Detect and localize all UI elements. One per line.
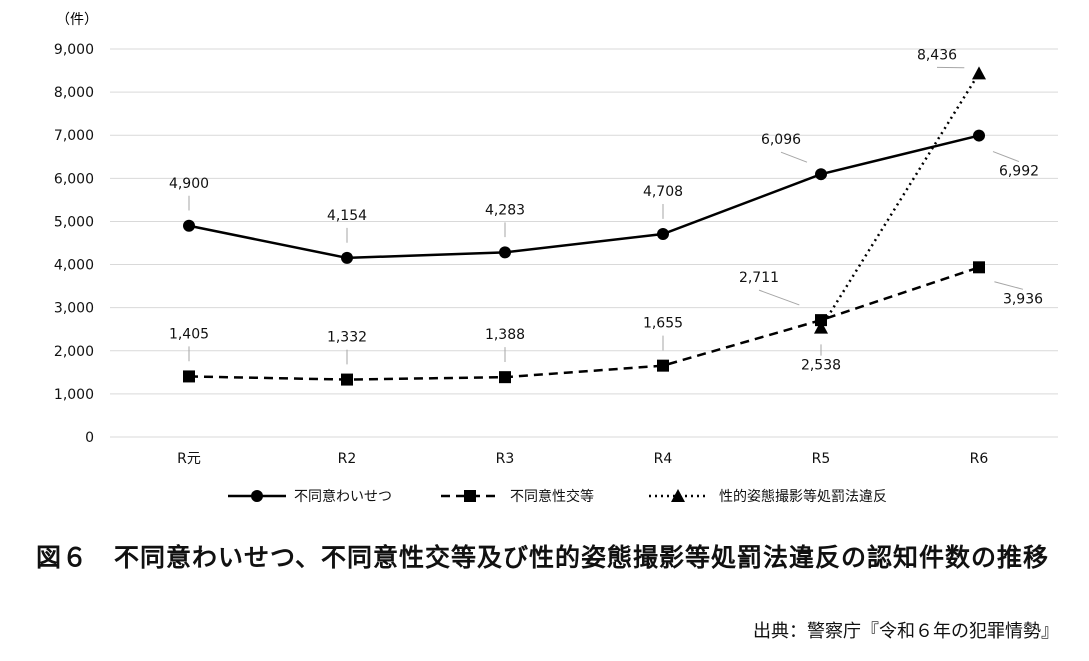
legend: 不同意わいせつ 不同意性交等 性的姿態撮影等処罰法違反: [228, 488, 887, 505]
circle-marker: [815, 168, 827, 181]
source-note: 出典：警察庁『令和６年の犯罪情勢』: [753, 621, 1059, 642]
x-tick-label: R6: [970, 451, 989, 467]
circle-marker: [657, 228, 669, 241]
data-label: 1,332: [327, 330, 367, 346]
label-leader: [780, 151, 808, 163]
data-label: 4,900: [169, 176, 209, 192]
square-marker: [183, 370, 195, 383]
data-label: 4,708: [643, 184, 683, 200]
data-label: 2,711: [739, 270, 779, 286]
data-labels: 4,900 4,154 4,283 4,708 6,096 6,992 1,405 1,332…: [169, 47, 1043, 373]
series-line: [188, 266, 980, 381]
data-label: 8,436: [917, 47, 957, 63]
label-leader: [758, 289, 800, 306]
data-label: 6,096: [761, 132, 801, 148]
square-marker: [499, 371, 511, 384]
y-axis-ticks: 0 1,000 2,000 3,000 4,000 5,000 6,000 7,000 8,00…: [54, 42, 94, 446]
square-marker: [464, 490, 476, 502]
y-tick-label: 4,000: [54, 258, 94, 274]
legend-label: 不同意性交等: [510, 488, 594, 505]
x-tick-label: R5: [812, 451, 831, 467]
triangle-marker: [972, 66, 986, 80]
circle-marker: [183, 219, 195, 232]
gridlines: [110, 48, 1058, 438]
x-tick-label: R2: [338, 451, 357, 467]
y-tick-label: 2,000: [54, 344, 94, 360]
y-tick-label: 8,000: [54, 85, 94, 101]
label-leader: [994, 281, 1024, 290]
data-label: 6,992: [999, 164, 1039, 180]
figure-caption: 図６ 不同意わいせつ、不同意性交等及び性的姿態撮影等処罰法違反の認知件数の推移: [36, 543, 1050, 572]
y-tick-label: 6,000: [54, 171, 94, 187]
x-tick-label: R3: [496, 451, 515, 467]
series-line: [819, 72, 981, 329]
y-unit-label: （件）: [56, 12, 98, 28]
series-lines: [188, 72, 981, 381]
series-markers: [183, 66, 986, 386]
y-tick-label: 3,000: [54, 301, 94, 317]
data-label: 1,655: [643, 316, 683, 332]
triangle-marker: [671, 489, 685, 502]
square-marker: [815, 314, 827, 327]
y-tick-label: 7,000: [54, 128, 94, 144]
y-tick-label: 5,000: [54, 214, 94, 230]
square-marker: [341, 373, 353, 386]
legend-label: 不同意わいせつ: [294, 488, 392, 505]
legend-label: 性的姿態撮影等処罰法違反: [719, 488, 887, 505]
triangle-marker: [814, 320, 828, 334]
line-chart: 0 1,000 2,000 3,000 4,000 5,000 6,000 7,000 8,00…: [54, 12, 1058, 505]
data-label: 3,936: [1003, 291, 1043, 307]
circle-marker: [251, 490, 263, 502]
y-tick-label: 0: [85, 430, 94, 446]
data-label: 2,538: [801, 358, 841, 374]
y-tick-label: 1,000: [54, 387, 94, 403]
data-label: 4,283: [485, 202, 525, 218]
series-line: [188, 134, 980, 260]
square-marker: [657, 359, 669, 372]
label-leader: [992, 151, 1020, 163]
data-label: 4,154: [327, 208, 367, 224]
label-leaders: [188, 66, 1024, 365]
circle-marker: [973, 129, 985, 142]
circle-marker: [499, 246, 511, 259]
square-marker: [973, 261, 985, 274]
data-label: 1,405: [169, 326, 209, 342]
x-tick-label: R4: [654, 451, 673, 467]
y-tick-label: 9,000: [54, 42, 94, 58]
data-label: 1,388: [485, 327, 525, 343]
circle-marker: [341, 251, 353, 264]
x-tick-label: R元: [177, 451, 201, 467]
x-axis-ticks: R元 R2 R3 R4 R5 R6: [177, 451, 988, 467]
